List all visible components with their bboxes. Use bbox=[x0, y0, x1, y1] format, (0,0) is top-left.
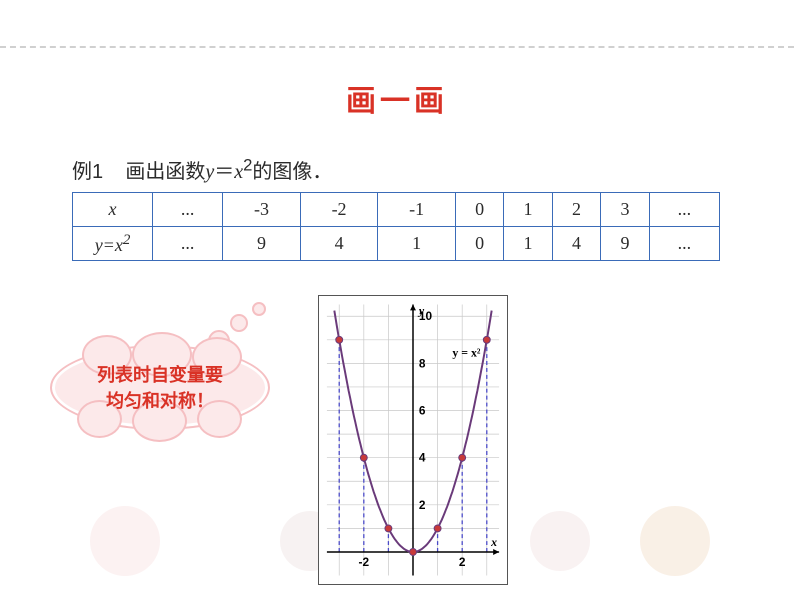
y-header: y=x2 bbox=[73, 227, 153, 261]
thought-bubble-dot bbox=[230, 314, 248, 332]
decorative-background bbox=[90, 506, 160, 576]
table-cell: 4 bbox=[300, 227, 378, 261]
svg-text:2: 2 bbox=[419, 498, 426, 512]
table-cell: 3 bbox=[601, 193, 649, 227]
hint-line1: 列表时自变量要 bbox=[97, 362, 223, 388]
hint-line2: 均匀和对称！ bbox=[106, 388, 214, 414]
svg-text:-2: -2 bbox=[359, 555, 370, 569]
table-cell: ... bbox=[153, 227, 223, 261]
table-cell: 1 bbox=[378, 227, 456, 261]
svg-text:8: 8 bbox=[419, 356, 426, 370]
thought-bubble-dot bbox=[252, 302, 266, 316]
values-table: x ... -3 -2 -1 0 1 2 3 ... y=x2 ... 9 4 … bbox=[72, 192, 720, 261]
table-cell: ... bbox=[153, 193, 223, 227]
var-x: x bbox=[234, 161, 243, 183]
table-cell: 1 bbox=[504, 227, 552, 261]
decorative-background bbox=[530, 511, 590, 571]
table-row: x ... -3 -2 -1 0 1 2 3 ... bbox=[73, 193, 720, 227]
table-cell: 0 bbox=[455, 227, 503, 261]
table-cell: ... bbox=[649, 227, 719, 261]
svg-text:2: 2 bbox=[459, 555, 466, 569]
svg-text:6: 6 bbox=[419, 403, 426, 417]
table-cell: -1 bbox=[378, 193, 456, 227]
decorative-background bbox=[640, 506, 710, 576]
table-cell: 4 bbox=[552, 227, 600, 261]
header-divider bbox=[0, 46, 794, 48]
equals-sign: ＝ bbox=[214, 161, 234, 183]
table-cell: 1 bbox=[504, 193, 552, 227]
svg-text:y = x²: y = x² bbox=[452, 345, 481, 359]
example-suffix: 的图像． bbox=[252, 161, 332, 183]
hint-cloud: 列表时自变量要 均匀和对称！ bbox=[50, 345, 270, 430]
table-cell: 0 bbox=[455, 193, 503, 227]
parabola-chart: -22246810xyy = x² bbox=[318, 295, 508, 585]
table-cell: 9 bbox=[223, 227, 301, 261]
svg-text:4: 4 bbox=[419, 451, 426, 465]
svg-text:y: y bbox=[417, 303, 425, 317]
table-cell: ... bbox=[649, 193, 719, 227]
example-prefix: 画出函数 bbox=[125, 161, 205, 183]
chart-svg: -22246810xyy = x² bbox=[319, 296, 507, 584]
svg-text:x: x bbox=[490, 535, 497, 549]
table-cell: -2 bbox=[300, 193, 378, 227]
table-cell: 2 bbox=[552, 193, 600, 227]
example-label: 例1 bbox=[72, 161, 103, 183]
table-row: y=x2 ... 9 4 1 0 1 4 9 ... bbox=[73, 227, 720, 261]
x-header: x bbox=[73, 193, 153, 227]
table-cell: -3 bbox=[223, 193, 301, 227]
table-cell: 9 bbox=[601, 227, 649, 261]
example-prompt: 例1 画出函数y＝x2的图像． bbox=[72, 155, 332, 184]
page-title: 画一画 bbox=[346, 76, 448, 120]
var-y: y bbox=[205, 161, 214, 183]
